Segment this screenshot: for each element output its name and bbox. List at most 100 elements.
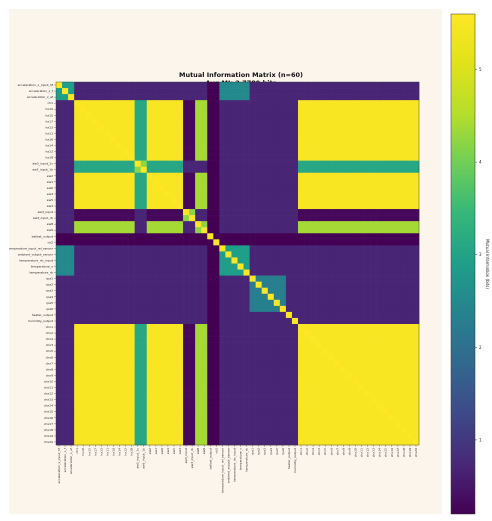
heatmap-cell <box>80 396 87 403</box>
heatmap-cell <box>388 88 396 95</box>
heatmap-cell <box>316 184 323 192</box>
heatmap-cell <box>116 420 123 428</box>
heatmap-cell <box>249 106 256 113</box>
y-tick-label: chx5 <box>46 349 53 353</box>
heatmap-cell <box>328 190 335 198</box>
heatmap-cell <box>328 245 335 252</box>
heatmap-cell <box>346 420 353 428</box>
heatmap-cell <box>74 190 81 198</box>
heatmap-cell <box>207 245 214 252</box>
y-tick-label: chx11 <box>44 386 53 390</box>
y-tick-label: chx9 <box>46 373 53 377</box>
heatmap-cell <box>104 269 111 276</box>
heatmap-cell <box>376 384 383 391</box>
heatmap-cell <box>231 317 238 325</box>
heatmap-cell <box>122 299 129 307</box>
heatmap-cell <box>104 324 111 331</box>
heatmap-cell <box>140 130 148 137</box>
heatmap-cell <box>213 112 220 119</box>
heatmap-cell <box>177 130 184 137</box>
heatmap-cell <box>255 82 262 89</box>
heatmap-cell <box>207 166 214 174</box>
heatmap-cell <box>255 118 262 125</box>
heatmap-cell <box>237 136 244 143</box>
heatmap-cell <box>388 118 396 125</box>
heatmap-cell <box>334 396 341 403</box>
heatmap-cell <box>225 378 232 385</box>
heatmap-cell <box>400 215 408 222</box>
heatmap-cell <box>310 354 317 361</box>
heatmap-cell <box>285 239 293 246</box>
heatmap-cell <box>116 396 123 403</box>
heatmap-cell <box>110 311 117 319</box>
heatmap-cell <box>152 257 160 264</box>
y-tick-label: rpa6 <box>46 307 53 311</box>
heatmap-cell <box>316 366 323 373</box>
heatmap-cell <box>195 396 202 403</box>
heatmap-cell <box>376 263 383 270</box>
heatmap-cell <box>183 209 190 216</box>
heatmap-cell <box>177 414 184 422</box>
heatmap-cell <box>92 354 99 361</box>
heatmap-cell <box>346 190 353 198</box>
heatmap-cell <box>291 118 299 125</box>
heatmap-cell <box>352 257 359 264</box>
heatmap-cell <box>370 293 377 301</box>
heatmap-cell <box>231 82 238 89</box>
heatmap-cell <box>116 88 123 95</box>
heatmap-cell <box>358 166 365 174</box>
colorbar-label: Mutual Information (bits) <box>485 239 490 289</box>
heatmap-cell <box>382 293 390 301</box>
heatmap-cell <box>310 336 317 343</box>
heatmap-cell <box>261 366 269 373</box>
heatmap-cell <box>146 82 154 89</box>
heatmap-cell <box>110 221 117 228</box>
heatmap-cell <box>231 330 238 337</box>
heatmap-cell <box>273 196 281 204</box>
heatmap-cell <box>68 378 75 385</box>
heatmap-cell <box>328 299 335 307</box>
heatmap-cell <box>62 184 69 192</box>
heatmap-cell <box>183 438 190 446</box>
heatmap-cell <box>249 281 256 288</box>
heatmap-cell <box>334 317 341 325</box>
heatmap-cell <box>412 221 420 228</box>
heatmap-cell <box>267 420 275 428</box>
heatmap-cell <box>255 184 262 192</box>
heatmap-cell <box>56 82 63 89</box>
heatmap-cell <box>189 324 196 331</box>
heatmap-cell <box>213 166 220 174</box>
heatmap-cell <box>382 154 390 161</box>
heatmap-cell <box>189 227 196 234</box>
heatmap-cell <box>352 166 359 174</box>
heatmap-cell <box>116 293 123 301</box>
heatmap-cell <box>207 378 214 385</box>
heatmap-cell <box>225 130 232 137</box>
heatmap-cell <box>322 130 329 137</box>
heatmap-cell <box>98 160 105 167</box>
heatmap-cell <box>346 269 353 276</box>
heatmap-cell <box>261 293 269 301</box>
heatmap-cell <box>158 160 166 167</box>
heatmap-cell <box>189 426 196 434</box>
heatmap-cell <box>255 426 262 434</box>
heatmap-cell <box>340 342 347 349</box>
heatmap-cell <box>152 184 160 192</box>
heatmap-cell <box>243 112 250 119</box>
heatmap-cell <box>255 178 262 186</box>
heatmap-cell <box>122 245 129 252</box>
heatmap-cell <box>279 130 287 137</box>
heatmap-cell <box>412 166 420 174</box>
heatmap-cell <box>370 426 377 434</box>
heatmap-cell <box>122 124 129 131</box>
heatmap-cell <box>279 227 287 234</box>
heatmap-cell <box>346 136 353 143</box>
heatmap-cell <box>110 166 117 174</box>
heatmap-cell <box>285 166 293 174</box>
heatmap-cell <box>80 239 87 246</box>
heatmap-cell <box>382 257 390 264</box>
heatmap-cell <box>279 190 287 198</box>
heatmap-cell <box>400 209 408 216</box>
heatmap-cell <box>406 172 414 180</box>
heatmap-cell <box>110 148 117 155</box>
